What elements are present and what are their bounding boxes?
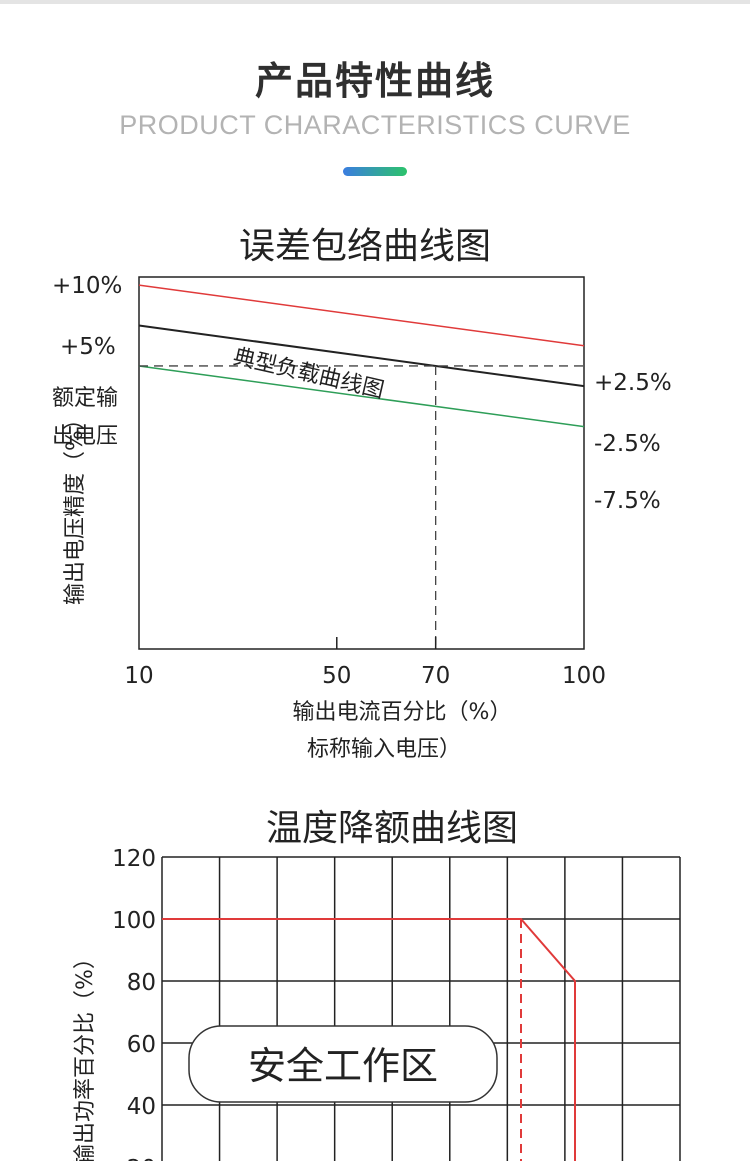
y-tick-label-20: 20 (127, 1156, 156, 1161)
y-label-rated-2: 出电压 (52, 424, 118, 449)
safe-zone-label: 安全工作区 (248, 1044, 438, 1088)
typical-load-annotation: 典型负载曲线图 (231, 344, 387, 403)
error-envelope-chart: 误差包络曲线图 10 50 70 100 +10% +5% 额定输 出电压 输出电压精… (52, 226, 672, 762)
y-label-plus10: +10% (52, 273, 122, 299)
y-tick-label-100: 100 (112, 908, 156, 934)
derating-y-axis-title: 输出功率百分比（%） (73, 947, 98, 1161)
series-line-green (138, 365, 585, 428)
error-chart-title: 误差包络曲线图 (239, 226, 491, 267)
top-divider (0, 0, 750, 4)
section-subtitle: PRODUCT CHARACTERISTICS CURVE (119, 110, 631, 140)
section-title: 产品特性曲线 (254, 59, 495, 103)
series-line-red (138, 284, 585, 347)
title-accent-bar (343, 167, 407, 176)
right-label-minus7_5: -7.5% (594, 488, 661, 514)
y-label-rated-1: 额定输 (52, 386, 118, 411)
y-tick-label-80: 80 (127, 970, 156, 996)
x-tick-label-50: 50 (322, 663, 351, 689)
derating-chart-title: 温度降额曲线图 (266, 808, 518, 849)
x-tick-label-70: 70 (421, 663, 450, 689)
y-tick-label-40: 40 (127, 1094, 156, 1120)
derating-chart: 温度降额曲线图 120 100 80 60 40 20 输出功率百分比（%） 安全工作区 (73, 808, 681, 1161)
error-plot-frame (138, 276, 585, 650)
error-x-axis-title: 输出电流百分比（%） (293, 700, 512, 725)
derating-curve (162, 918, 576, 1161)
y-tick-label-60: 60 (127, 1032, 156, 1058)
safe-zone-box (188, 1025, 498, 1103)
x-tick-label-100: 100 (562, 663, 606, 689)
right-label-minus2_5: -2.5% (594, 431, 661, 457)
y-tick-label-120: 120 (112, 846, 156, 872)
error-y-axis-title: 输出电压精度（%） (63, 408, 88, 605)
right-label-plus2_5: +2.5% (594, 370, 672, 396)
y-label-plus5: +5% (60, 334, 116, 360)
error-x-axis-note: 标称输入电压） (307, 737, 461, 762)
series-line-black (138, 324, 585, 388)
x-tick-label-10: 10 (124, 663, 153, 689)
